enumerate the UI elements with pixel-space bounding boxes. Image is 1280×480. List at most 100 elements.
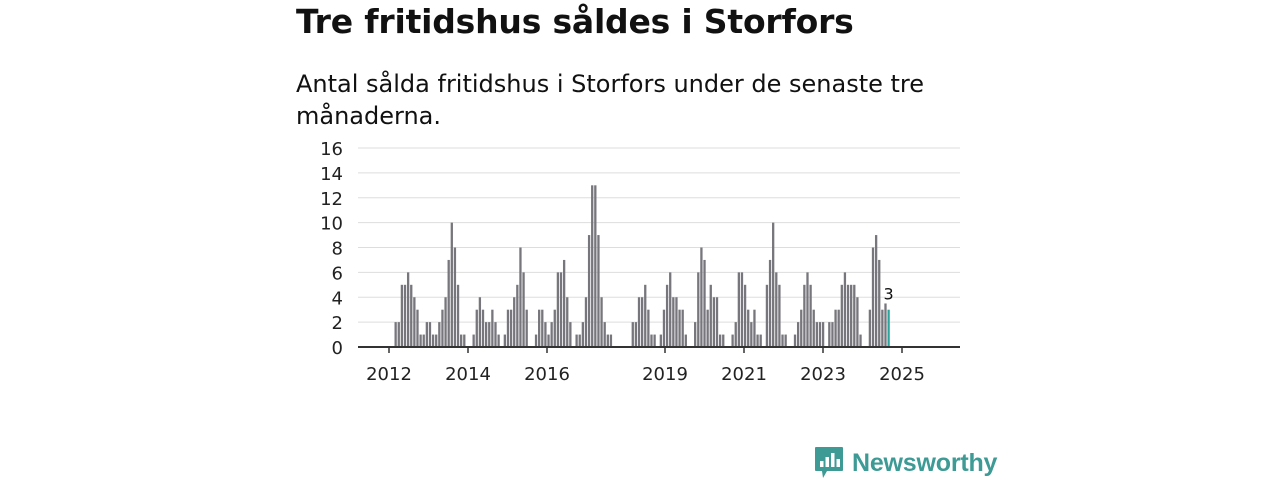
bar [684,334,687,347]
bar [718,334,722,347]
bar [796,322,800,347]
bar [472,334,475,347]
bar [637,297,641,347]
bar [422,334,425,347]
bar [659,334,662,347]
bar [678,309,681,347]
y-tick-label: 12 [320,189,343,210]
bar [856,297,859,347]
bar [703,259,706,347]
brand-name: Newsworthy [852,448,998,477]
bar [765,284,769,347]
bar [640,297,644,347]
bar [884,303,887,347]
bar [581,322,584,347]
bar [809,284,812,347]
bar [694,322,697,347]
bar [559,272,563,347]
bars [394,185,890,347]
bar [818,322,822,347]
bar [768,259,772,347]
bar [606,334,609,347]
bar [541,309,544,347]
bar-highlight [887,309,890,347]
bar [881,309,884,347]
y-tick-label: 8 [332,239,343,260]
bar [775,272,778,347]
bar [394,322,397,347]
bar [631,322,634,347]
bar [834,309,837,347]
bar [600,297,603,347]
bar [547,334,550,347]
bar [569,322,572,347]
bar [538,309,541,347]
bar [868,309,872,347]
bar [815,322,818,347]
bar [878,259,881,347]
bar [587,235,591,347]
brand-logo: Newsworthy [814,446,997,480]
bar [675,297,678,347]
bar [800,309,803,347]
bar [413,297,416,347]
bar [650,334,653,347]
bar [597,235,600,347]
bar [419,334,422,347]
bar [669,272,672,347]
bar [709,284,712,347]
bar [435,334,438,347]
bar [509,309,513,347]
bar [859,334,862,347]
y-tick-label: 4 [332,288,343,309]
bar [793,334,797,347]
bar [431,334,435,347]
bar [578,334,581,347]
bar [506,309,510,347]
bar [781,334,784,347]
y-tick-label: 16 [320,139,343,160]
y-tick-label: 6 [332,263,343,284]
bar [874,235,878,347]
bar [750,322,753,347]
bar [812,309,815,347]
bar [778,284,781,347]
bar [484,322,488,347]
bar [534,334,538,347]
bar [544,322,547,347]
x-tick-label: 2012 [366,364,412,385]
chart-title: Tre fritidshus såldes i Storfors [296,2,854,41]
bar [846,284,850,347]
bar [556,272,560,347]
y-tick-label: 14 [320,164,343,185]
bar [731,334,734,347]
bar [403,284,407,347]
bar [803,284,806,347]
bar [653,334,656,347]
annotations: 3 [884,285,894,304]
bar [681,309,684,347]
bar [416,309,419,347]
bar [672,297,675,347]
bar [591,185,594,347]
bar [715,297,719,347]
bar [428,322,432,347]
bar [475,309,478,347]
x-tick-label: 2023 [800,364,846,385]
chart-subtitle: Antal sålda fritidshus i Storfors under … [296,70,925,130]
bar [831,322,834,347]
bar [562,259,566,347]
bar [566,297,569,347]
bar [753,309,756,347]
bar [740,272,744,347]
x-tick-label: 2016 [524,364,570,385]
bar [497,334,500,347]
highlight-value-label: 3 [884,285,894,304]
bar [488,322,491,347]
bar [481,309,485,347]
bar [441,309,444,347]
bar [463,334,466,347]
bar [406,272,410,347]
bar [425,322,428,347]
